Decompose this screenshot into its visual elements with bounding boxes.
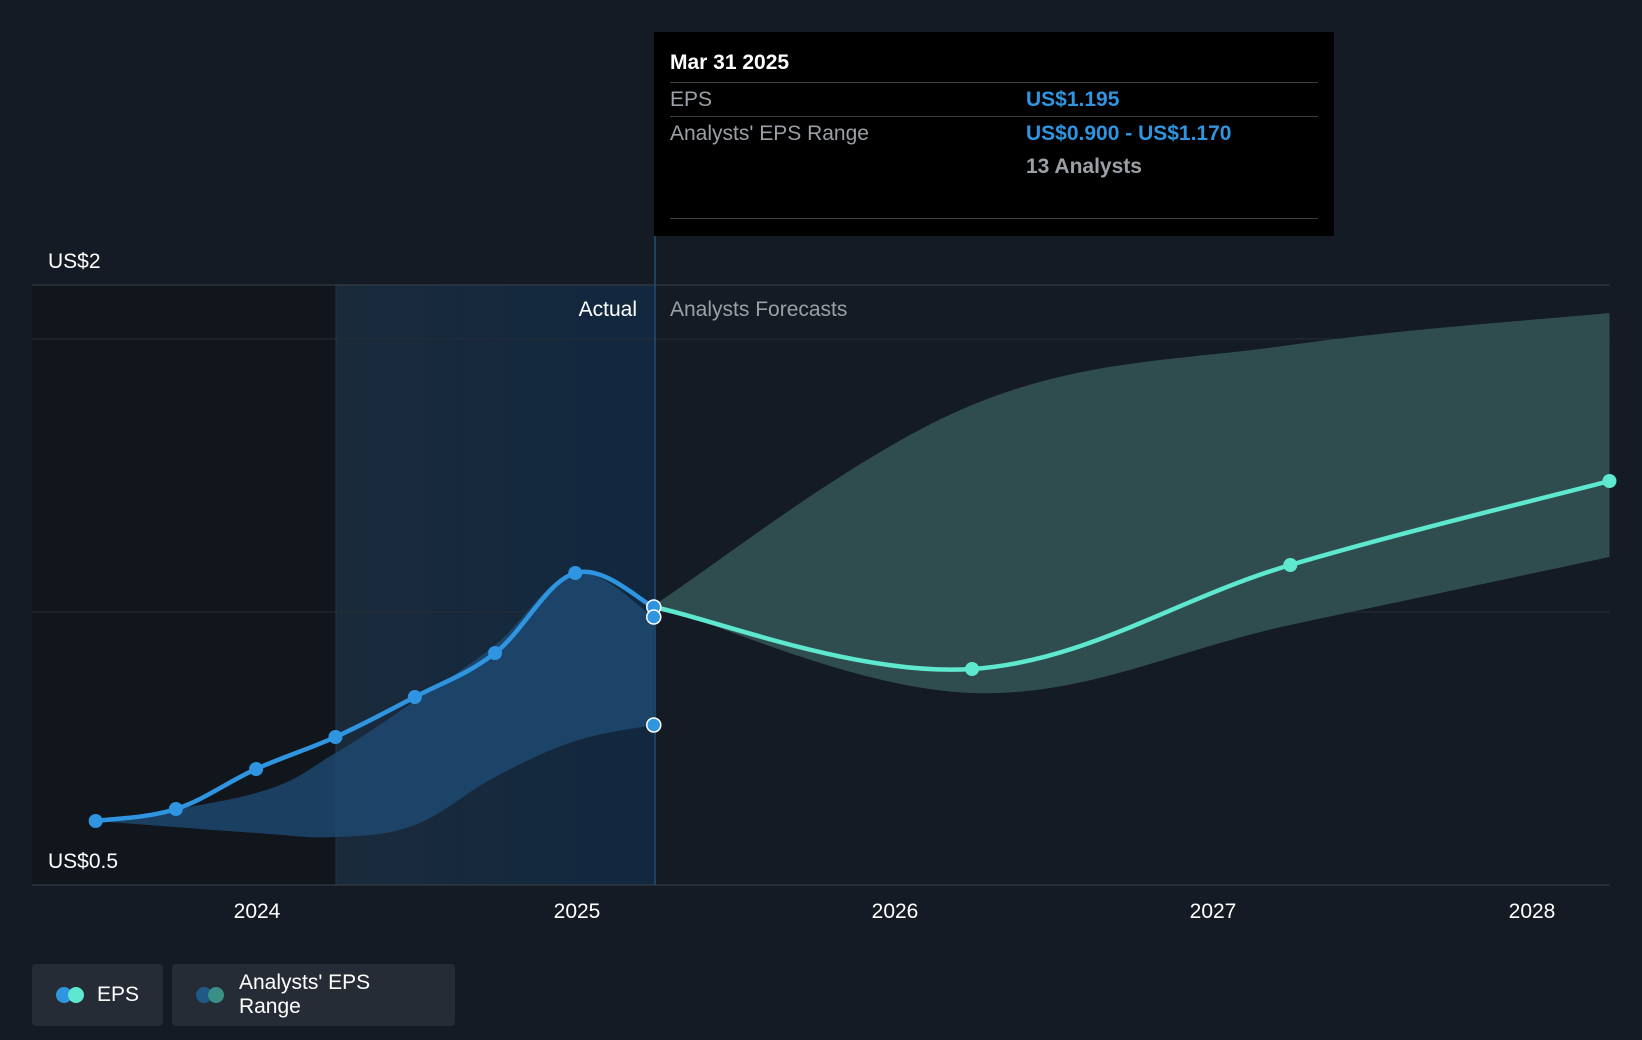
x-tick-2026: 2026 xyxy=(872,900,919,923)
eps-swatch-icon xyxy=(56,987,84,1003)
tooltip: Mar 31 2025 EPS US$1.195 Analysts' EPS R… xyxy=(654,32,1334,236)
eps-range-band xyxy=(95,572,654,838)
tooltip-eps-value: US$1.195 xyxy=(1026,88,1120,111)
tooltip-eps-row: EPS US$1.195 xyxy=(670,83,1318,117)
tooltip-analysts-row: 13 Analysts xyxy=(670,150,1318,183)
y-axis-label-bottom: US$0.5 xyxy=(48,850,118,873)
eps-point-actual[interactable] xyxy=(568,566,583,580)
legend-eps[interactable]: EPS xyxy=(32,964,163,1026)
legend: EPS Analysts' EPS Range xyxy=(32,964,455,1026)
tooltip-range-label: Analysts' EPS Range xyxy=(670,122,869,145)
x-tick-2028: 2028 xyxy=(1509,900,1556,923)
legend-eps-range[interactable]: Analysts' EPS Range xyxy=(172,964,455,1026)
eps-point-forecast[interactable] xyxy=(1602,474,1617,488)
eps-point-actual[interactable] xyxy=(488,646,503,660)
range-swatch-icon xyxy=(196,987,225,1003)
eps-line-forecast xyxy=(651,478,1612,672)
eps-point-actual[interactable] xyxy=(407,690,422,704)
eps-range-band xyxy=(653,313,1610,694)
legend-range-label: Analysts' EPS Range xyxy=(238,971,371,1018)
tooltip-analysts-spacer xyxy=(670,150,1026,183)
eps-range-marker[interactable] xyxy=(646,609,662,625)
tooltip-range-value: US$0.900 - US$1.170 xyxy=(1026,122,1232,145)
x-tick-2027: 2027 xyxy=(1190,900,1237,923)
x-tick-2024: 2024 xyxy=(234,900,281,923)
eps-point-forecast[interactable] xyxy=(1283,558,1298,572)
tooltip-range-row: Analysts' EPS Range US$0.900 - US$1.170 xyxy=(670,117,1318,150)
eps-point-actual[interactable] xyxy=(328,730,343,744)
tooltip-divider xyxy=(670,218,1318,219)
eps-points xyxy=(88,474,1617,828)
tooltip-analysts: 13 Analysts xyxy=(1026,155,1142,178)
eps-point-forecast[interactable] xyxy=(965,662,980,676)
eps-point-actual[interactable] xyxy=(249,762,264,776)
tooltip-eps-label: EPS xyxy=(670,88,713,111)
forecast-label: Analysts Forecasts xyxy=(670,298,847,321)
x-tick-2025: 2025 xyxy=(554,900,601,923)
eps-point-actual[interactable] xyxy=(168,802,183,816)
eps-lines xyxy=(93,478,1612,824)
eps-line-actual xyxy=(93,569,657,824)
actual-label: Actual xyxy=(579,298,637,321)
tooltip-date: Mar 31 2025 xyxy=(670,48,1318,83)
y-axis-label-top: US$2 xyxy=(48,250,101,273)
range-bands xyxy=(95,313,1610,838)
eps-point-actual[interactable] xyxy=(88,814,103,828)
eps-range-marker[interactable] xyxy=(646,717,662,733)
legend-eps-label: EPS xyxy=(96,983,139,1006)
